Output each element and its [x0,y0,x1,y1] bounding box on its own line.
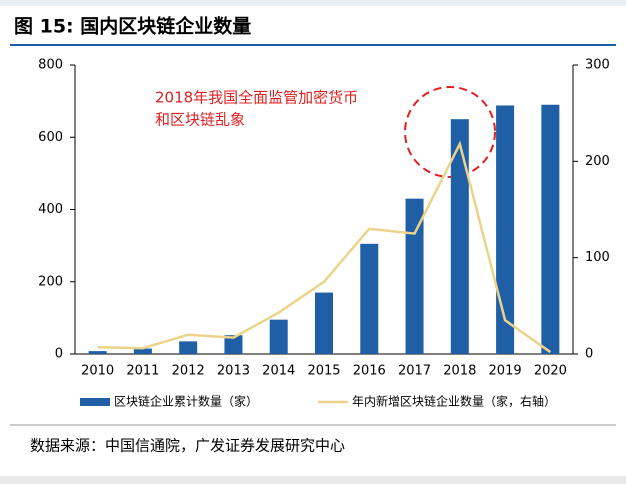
x-tick-label: 2020 [534,364,567,379]
bar [315,292,333,354]
x-tick-label: 2019 [489,364,522,379]
x-tick-label: 2013 [217,364,250,379]
source: 数据来源：中国信通院，广发证券发展研究中心 [30,437,345,455]
y2-tick-label: 200 [585,154,610,169]
y2-tick-label: 0 [585,347,593,362]
bar [496,105,515,355]
annotation: 和区块链乱象 [155,111,245,129]
bar [88,351,107,354]
y2-tick-label: 300 [585,58,610,73]
bar [360,243,379,354]
bar [179,341,198,354]
bar [541,104,560,354]
chart-title: 图 15: 国内区块链企业数量 [14,15,251,38]
y-tick-label: 600 [38,130,63,145]
x-tick-label: 2010 [81,364,114,379]
y-tick-label: 800 [38,58,63,73]
line [97,140,552,354]
annotation: 2018年我国全面监管加密货币 [155,89,358,107]
x-tick-label: 2012 [172,364,205,379]
y-tick-label: 0 [55,347,63,362]
top-band [0,0,626,6]
legend-swatch [80,398,110,406]
bar [224,335,243,354]
x-tick-label: 2017 [398,364,431,379]
x-tick-label: 2018 [443,364,476,379]
bar [405,198,424,354]
bar [450,119,469,354]
x-tick-label: 2016 [353,364,386,379]
bar [133,348,152,354]
y-tick-label: 400 [38,202,63,217]
y2-tick-label: 100 [585,250,610,265]
y-tick-label: 200 [38,274,63,289]
legend-label: 年内新增区块链企业数量（家，右轴） [352,394,556,409]
x-tick-label: 2014 [262,364,295,379]
x-tick-label: 2011 [126,364,159,379]
legend-label: 区块链企业累计数量（家） [114,394,258,409]
x-tick-label: 2015 [307,364,340,379]
bottom-band [0,476,626,484]
bar [269,319,288,354]
highlight-circle [404,86,496,178]
